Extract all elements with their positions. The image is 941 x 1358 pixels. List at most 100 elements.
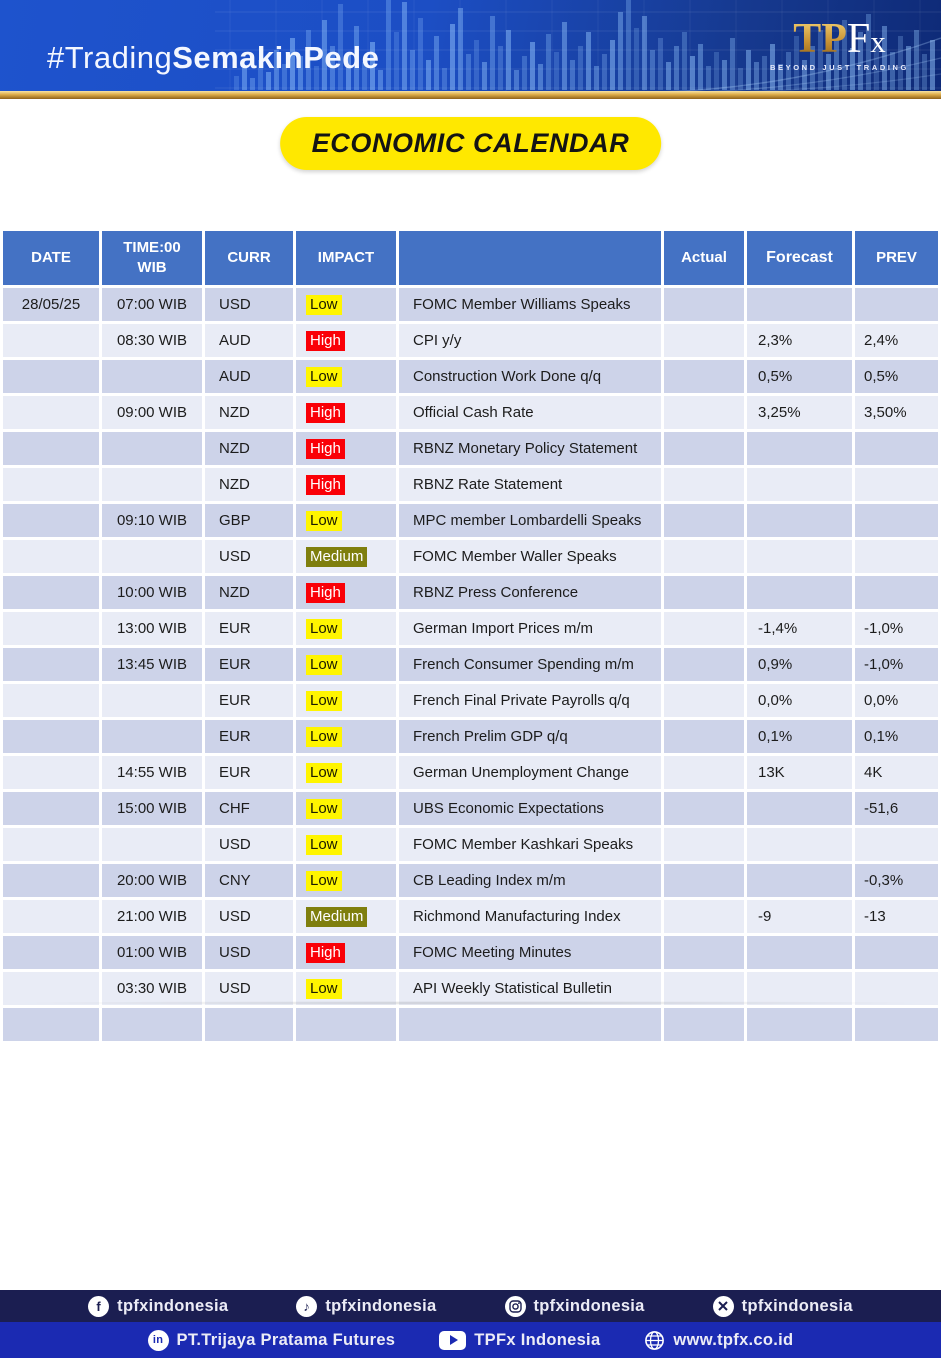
- cell-date: [3, 648, 99, 681]
- col-header-impact: IMPACT: [296, 231, 396, 285]
- x-icon: [712, 1295, 734, 1317]
- social-link-linkedin[interactable]: in PT.Trijaya Pratama Futures: [147, 1329, 396, 1351]
- cell-curr: EUR: [205, 612, 293, 645]
- cell-event: CB Leading Index m/m: [399, 864, 661, 897]
- globe-icon: [644, 1330, 665, 1351]
- hashtag-bold: SemakinPede: [172, 40, 380, 75]
- economic-calendar-table: DATE TIME:00 WIB CURR IMPACT Actual Fore…: [0, 228, 941, 1044]
- cell-time: 08:30 WIB: [102, 324, 202, 357]
- cell-event: RBNZ Monetary Policy Statement: [399, 432, 661, 465]
- tiktok-icon: ♪: [296, 1295, 318, 1317]
- cell-actual: [664, 792, 744, 825]
- table-row: 10:00 WIB NZD High RBNZ Press Conference: [3, 576, 938, 609]
- cell-actual: [664, 324, 744, 357]
- cell-actual: [664, 468, 744, 501]
- cell-event: German Unemployment Change: [399, 756, 661, 789]
- cell-forecast: [747, 972, 852, 1005]
- cell-actual: [664, 756, 744, 789]
- cell-date: [3, 720, 99, 753]
- cell-curr: USD: [205, 540, 293, 573]
- impact-badge: High: [306, 438, 345, 459]
- cell-impact: Low: [296, 864, 396, 897]
- cell-time: 13:45 WIB: [102, 648, 202, 681]
- cell-impact: Low: [296, 288, 396, 321]
- social-label: PT.Trijaya Pratama Futures: [176, 1330, 396, 1349]
- cell-curr: USD: [205, 936, 293, 969]
- table-row: 15:00 WIB CHF Low UBS Economic Expectations…: [3, 792, 938, 825]
- cell-event: FOMC Member Kashkari Speaks: [399, 828, 661, 861]
- social-link-tiktok[interactable]: ♪ tpfxindonesia: [296, 1295, 436, 1317]
- social-link-facebook[interactable]: f tpfxindonesia: [88, 1295, 228, 1317]
- cell-date: [3, 792, 99, 825]
- col-header-prev: PREV: [855, 231, 938, 285]
- cell-curr: AUD: [205, 324, 293, 357]
- cell-curr: USD: [205, 972, 293, 1005]
- cell-time: [102, 720, 202, 753]
- cell-event: CPI y/y: [399, 324, 661, 357]
- cell-prev: 0,5%: [855, 360, 938, 393]
- instagram-icon: [504, 1295, 526, 1317]
- gold-divider: [0, 91, 941, 99]
- cell-date: [3, 396, 99, 429]
- table-row: AUD Low Construction Work Done q/q 0,5% 0,5%: [3, 360, 938, 393]
- col-header-time: TIME:00 WIB: [102, 231, 202, 285]
- cell-forecast: 13K: [747, 756, 852, 789]
- cell-impact: Low: [296, 612, 396, 645]
- cell-prev: -0,3%: [855, 864, 938, 897]
- table-row: 08:30 WIB AUD High CPI y/y 2,3% 2,4%: [3, 324, 938, 357]
- cell-curr: USD: [205, 828, 293, 861]
- impact-badge: Low: [306, 294, 342, 315]
- cell-curr: USD: [205, 900, 293, 933]
- table-row: USD Medium FOMC Member Waller Speaks: [3, 540, 938, 573]
- table-row: USD Low FOMC Member Kashkari Speaks: [3, 828, 938, 861]
- tpfx-logo: TPFx BEYOND JUST TRADING: [770, 18, 909, 72]
- cell-event: French Final Private Payrolls q/q: [399, 684, 661, 717]
- cell-event: FOMC Member Waller Speaks: [399, 540, 661, 573]
- cell-time: [102, 684, 202, 717]
- cell-impact: Low: [296, 972, 396, 1005]
- impact-badge: Low: [306, 978, 342, 999]
- cell-impact: High: [296, 324, 396, 357]
- tpfx-logo-text: TPFx: [793, 16, 886, 62]
- cell-forecast: 0,9%: [747, 648, 852, 681]
- cell-actual: [664, 396, 744, 429]
- table-row: [3, 1008, 938, 1041]
- table-row: 28/05/25 07:00 WIB USD Low FOMC Member Willi…: [3, 288, 938, 321]
- cell-date: [3, 900, 99, 933]
- impact-badge: High: [306, 330, 345, 351]
- cell-forecast: 0,0%: [747, 684, 852, 717]
- table-row: 09:00 WIB NZD High Official Cash Rate 3,25% 3…: [3, 396, 938, 429]
- cell-prev: 2,4%: [855, 324, 938, 357]
- impact-badge: Low: [306, 618, 342, 639]
- cell-date: [3, 828, 99, 861]
- table-row: 14:55 WIB EUR Low German Unemployment Chang…: [3, 756, 938, 789]
- impact-badge: Low: [306, 690, 342, 711]
- social-label: www.tpfx.co.id: [673, 1330, 794, 1349]
- header-banner: #TradingSemakinPede TPFx BEYOND JUST TRA…: [0, 0, 941, 99]
- social-link-instagram[interactable]: tpfxindonesia: [504, 1295, 645, 1317]
- cell-date: 28/05/25: [3, 288, 99, 321]
- cell-actual: [664, 360, 744, 393]
- table-shadow: [8, 1001, 933, 1005]
- social-link-youtube[interactable]: TPFx Indonesia: [439, 1330, 600, 1350]
- cell-event: Construction Work Done q/q: [399, 360, 661, 393]
- cell-impact: Low: [296, 648, 396, 681]
- table-row: 20:00 WIB CNY Low CB Leading Index m/m -0,3%: [3, 864, 938, 897]
- cell-curr: NZD: [205, 468, 293, 501]
- social-link-globe[interactable]: www.tpfx.co.id: [644, 1330, 793, 1351]
- cell-forecast: 0,1%: [747, 720, 852, 753]
- cell-prev: 0,1%: [855, 720, 938, 753]
- cell-prev: -51,6: [855, 792, 938, 825]
- cell-time: [102, 468, 202, 501]
- impact-badge: Low: [306, 834, 342, 855]
- cell-date: [3, 576, 99, 609]
- cell-impact: Low: [296, 756, 396, 789]
- social-link-x[interactable]: tpfxindonesia: [712, 1295, 853, 1317]
- linkedin-icon: in: [147, 1329, 169, 1351]
- cell-prev: [855, 576, 938, 609]
- cell-curr: EUR: [205, 648, 293, 681]
- cell-event: [399, 1008, 661, 1041]
- cell-impact: Low: [296, 720, 396, 753]
- impact-badge: Medium: [306, 906, 368, 927]
- cell-date: [3, 936, 99, 969]
